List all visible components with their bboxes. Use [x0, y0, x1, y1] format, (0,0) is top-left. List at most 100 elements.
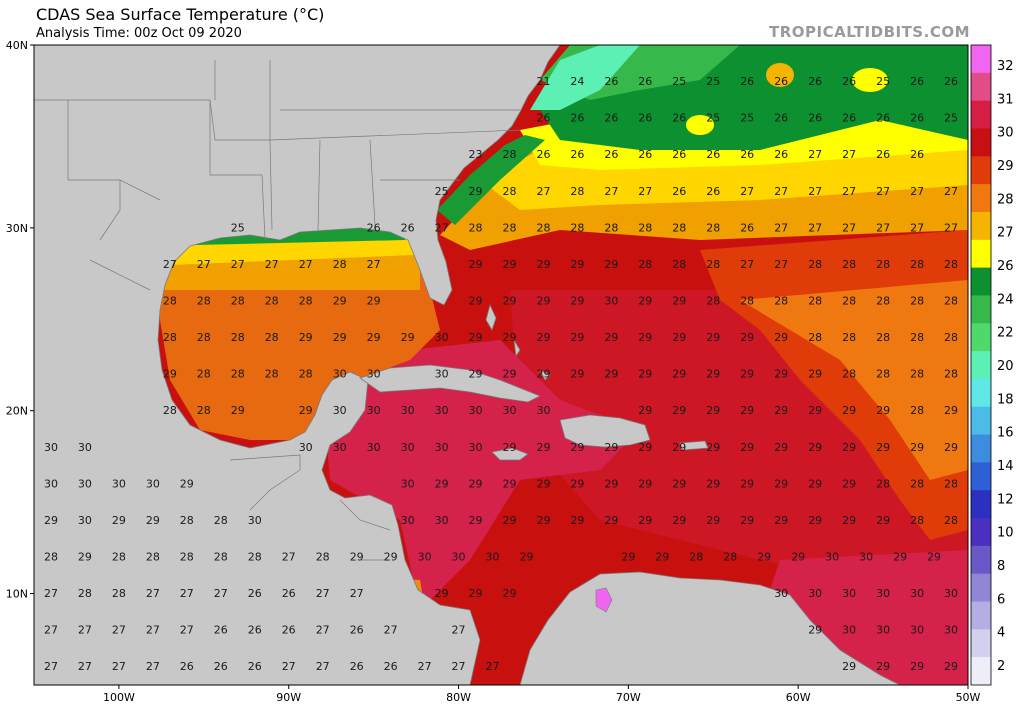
- sst-value-label: 27: [910, 221, 924, 234]
- sst-value-label: 29: [604, 331, 618, 344]
- sst-value-label: 29: [333, 331, 347, 344]
- sst-value-label: 28: [333, 258, 347, 271]
- sst-value-label: 26: [180, 660, 194, 673]
- sst-value-label: 27: [808, 221, 822, 234]
- sst-value-label: 29: [570, 368, 584, 381]
- map-title: CDAS Sea Surface Temperature (°C): [36, 5, 325, 24]
- sst-value-label: 29: [503, 514, 517, 527]
- sst-value-label: 26: [604, 112, 618, 125]
- brand-watermark[interactable]: TROPICALTIDBITS.COM: [769, 23, 970, 41]
- colorbar-swatch: [971, 323, 991, 352]
- sst-value-label: 29: [503, 331, 517, 344]
- sst-value-label: 29: [672, 441, 686, 454]
- sst-value-label: 27: [146, 587, 160, 600]
- sst-value-label: 29: [638, 295, 652, 308]
- sst-value-label: 30: [401, 477, 415, 490]
- sst-value-label: 29: [740, 477, 754, 490]
- sst-value-label: 29: [469, 514, 483, 527]
- sst-value-label: 28: [570, 185, 584, 198]
- sst-value-label: 28: [910, 295, 924, 308]
- sst-value-label: 27: [452, 624, 466, 637]
- sst-value-label: 28: [842, 295, 856, 308]
- sst-value-label: 28: [503, 185, 517, 198]
- sst-value-label: 27: [78, 660, 92, 673]
- sst-value-label: 26: [706, 185, 720, 198]
- latitude-axis: 40N 30N 20N 10N: [6, 39, 34, 601]
- sst-value-label: 28: [265, 368, 279, 381]
- colorbar-label: 14: [997, 459, 1014, 474]
- sst-value-label: 30: [469, 404, 483, 417]
- sst-value-label: 26: [367, 221, 381, 234]
- sst-value-label: 28: [163, 295, 177, 308]
- sst-value-label: 30: [248, 514, 262, 527]
- sst-value-label: 26: [248, 624, 262, 637]
- sst-value-label: 30: [146, 477, 160, 490]
- sst-value-label: 28: [910, 477, 924, 490]
- sst-value-label: 30: [435, 514, 449, 527]
- sst-value-label: 28: [231, 368, 245, 381]
- sst-value-label: 27: [197, 258, 211, 271]
- sst-value-label: 30: [604, 295, 618, 308]
- south-america-land: [519, 571, 901, 685]
- sst-value-label: 27: [78, 624, 92, 637]
- sst-value-label: 29: [469, 331, 483, 344]
- sst-value-label: 27: [842, 148, 856, 161]
- sst-value-label: 27: [146, 624, 160, 637]
- colorbar-swatch: [971, 490, 991, 519]
- sst-value-label: 29: [537, 514, 551, 527]
- sst-value-label: 26: [910, 112, 924, 125]
- sst-value-label: 26: [774, 112, 788, 125]
- sst-value-label: 28: [469, 221, 483, 234]
- sst-value-label: 28: [842, 258, 856, 271]
- sst-value-label: 30: [452, 551, 466, 564]
- sst-value-label: 28: [723, 551, 737, 564]
- sst-value-label: 28: [231, 331, 245, 344]
- sst-value-label: 25: [876, 75, 890, 88]
- sst-value-label: 29: [384, 551, 398, 564]
- colorbar-swatch: [971, 72, 991, 102]
- sst-value-label: 28: [604, 221, 618, 234]
- lon-tick-label: 100W: [103, 691, 135, 704]
- analysis-time: Analysis Time: 00z Oct 09 2020: [36, 26, 242, 41]
- sst-value-label: 25: [740, 112, 754, 125]
- colorbar: 32 31 30 29 28 27 26 24 22 20 18 16 14 12 10 8 6 4 2: [970, 44, 1014, 686]
- sst-value-label: 29: [469, 368, 483, 381]
- sst-value-label: 30: [503, 404, 517, 417]
- sst-value-label: 28: [808, 331, 822, 344]
- sst-value-label: 29: [774, 514, 788, 527]
- sst-value-label: 29: [944, 660, 958, 673]
- sst-value-label: 29: [638, 477, 652, 490]
- sst-value-label: 27: [486, 660, 500, 673]
- sst-value-label: 26: [604, 148, 618, 161]
- sst-value-label: 28: [214, 514, 228, 527]
- sst-value-label: 27: [44, 624, 58, 637]
- sst-value-label: 26: [570, 112, 584, 125]
- sst-value-label: 28: [78, 587, 92, 600]
- sst-value-label: 28: [842, 331, 856, 344]
- sst-value-label: 29: [570, 441, 584, 454]
- sst-value-label: 26: [282, 587, 296, 600]
- sst-value-label: 30: [859, 551, 873, 564]
- sst-value-label: 29: [876, 404, 890, 417]
- longitude-axis: 100W 90W 80W 70W 60W 50W: [103, 685, 981, 704]
- sst-value-label: 29: [791, 551, 805, 564]
- sst-value-label: 27: [180, 587, 194, 600]
- sst-value-label: 26: [672, 185, 686, 198]
- colorbar-label: 18: [997, 392, 1014, 407]
- sst-value-label: 28: [740, 295, 754, 308]
- sst-value-label: 28: [503, 148, 517, 161]
- sst-value-label: 29: [740, 404, 754, 417]
- sst-value-label: 29: [638, 441, 652, 454]
- sst-value-label: 30: [842, 624, 856, 637]
- sst-value-label: 29: [927, 551, 941, 564]
- sst-value-label: 26: [876, 148, 890, 161]
- sst-value-label: 29: [503, 441, 517, 454]
- sst-value-label: 30: [299, 441, 313, 454]
- colorbar-swatch: [971, 239, 991, 269]
- sst-value-label: 28: [112, 587, 126, 600]
- sst-value-label: 29: [333, 295, 347, 308]
- sst-value-label: 29: [672, 477, 686, 490]
- sst-value-label: 29: [570, 295, 584, 308]
- sst-value-label: 30: [333, 441, 347, 454]
